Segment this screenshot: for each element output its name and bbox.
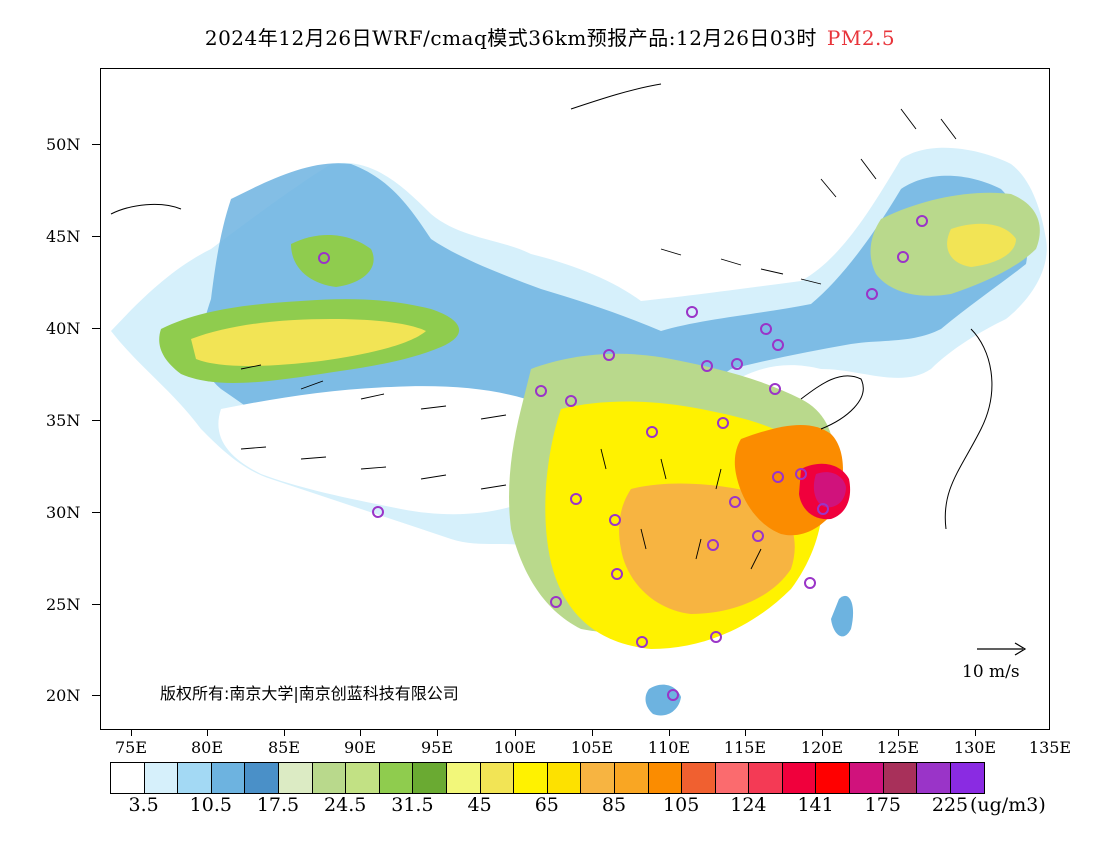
- legend-tick-label: 141: [797, 794, 834, 816]
- legend-swatch: [480, 763, 515, 793]
- lon-label: 115E: [723, 738, 767, 757]
- lon-label: 105E: [570, 738, 614, 757]
- lat-label: 45N: [46, 227, 81, 246]
- legend-swatch: [715, 763, 750, 793]
- lat-label: 25N: [46, 595, 81, 614]
- legend-tick-label: 124: [730, 794, 767, 816]
- concentration-region: [813, 472, 846, 508]
- legend-swatch: [245, 763, 279, 793]
- legend-swatch: [446, 763, 481, 793]
- lat-label: 35N: [46, 411, 81, 430]
- legend-swatch: [648, 763, 683, 793]
- legend-tick-label: 31.5: [391, 794, 434, 816]
- coastline: [944, 328, 993, 530]
- legend-tick-label: 105: [663, 794, 700, 816]
- title-text: 2024年12月26日WRF/cmaq模式36km预报产品:12月26日03时: [204, 26, 817, 50]
- pollutant-label: PM2.5: [826, 26, 896, 50]
- lon-label: 90E: [343, 738, 377, 757]
- map-title: 2024年12月26日WRF/cmaq模式36km预报产品:12月26日03时 P…: [0, 22, 1100, 51]
- map-area[interactable]: [100, 68, 1050, 730]
- legend-swatch: [917, 763, 951, 793]
- legend-swatch: [346, 763, 380, 793]
- wind-scale-label: 10 m/s: [962, 662, 1020, 682]
- color-legend-bar: [110, 762, 986, 794]
- legend-swatch: [178, 763, 212, 793]
- concentration-region: [619, 483, 795, 614]
- legend-swatch: [782, 763, 817, 793]
- legend-swatch: [883, 763, 918, 793]
- concentration-region: [645, 684, 681, 716]
- legend-swatch: [850, 763, 884, 793]
- site-markers: [318, 215, 928, 701]
- wind-vectors: [240, 108, 957, 570]
- legend-swatch: [749, 763, 783, 793]
- concentration-region: [218, 386, 552, 515]
- legend-swatch: [514, 763, 548, 793]
- legend-tick-label: 3.5: [128, 794, 159, 816]
- lat-label: 20N: [46, 686, 81, 705]
- legend-swatch: [816, 763, 851, 793]
- lat-label: 40N: [46, 319, 81, 338]
- legend-tick-label: 85: [601, 794, 627, 816]
- legend-swatch: [312, 763, 347, 793]
- lat-label: 30N: [46, 503, 81, 522]
- legend-tick-label: 175: [864, 794, 901, 816]
- legend-tick-label: 17.5: [256, 794, 300, 816]
- unit-label: (ug/m3): [970, 794, 1046, 816]
- concentration-region: [291, 234, 374, 287]
- legend-swatch: [682, 763, 716, 793]
- concentration-region: [191, 319, 426, 366]
- coastline: [110, 204, 182, 215]
- legend-swatch: [413, 763, 447, 793]
- legend-swatch: [278, 763, 313, 793]
- concentration-region: [831, 595, 854, 637]
- concentration-region: [947, 223, 1016, 267]
- lon-label: 75E: [114, 738, 148, 757]
- legend-swatch: [144, 763, 179, 793]
- coastline: [800, 375, 864, 430]
- legend-swatch: [614, 763, 649, 793]
- lon-label: 110E: [647, 738, 691, 757]
- lon-label: 120E: [800, 738, 844, 757]
- legend-tick-label: 225: [931, 794, 969, 816]
- legend-tick-label: 45: [467, 794, 492, 816]
- coastline: [570, 83, 662, 110]
- lon-label: 130E: [953, 738, 997, 757]
- lon-label: 95E: [420, 738, 454, 757]
- legend-tick-label: 65: [534, 794, 559, 816]
- legend-swatch: [111, 763, 145, 793]
- legend-swatch: [211, 763, 246, 793]
- lon-label: 100E: [493, 738, 537, 757]
- copyright-text: 版权所有:南京大学|南京创蓝科技有限公司: [160, 684, 459, 703]
- lon-label: 85E: [267, 738, 301, 757]
- lon-label: 80E: [190, 738, 224, 757]
- lat-label: 50N: [46, 135, 81, 154]
- lon-label: 125E: [876, 738, 920, 757]
- legend-tick-label: 24.5: [324, 794, 367, 816]
- lon-label: 135E: [1028, 738, 1072, 757]
- legend-swatch: [547, 763, 582, 793]
- pm25-map: [110, 83, 1047, 716]
- legend-tick-label: 10.5: [189, 794, 232, 816]
- wind-scale-arrow: [977, 642, 1027, 656]
- legend-swatch: [581, 763, 615, 793]
- legend-swatch: [379, 763, 414, 793]
- legend-swatch: [950, 763, 985, 793]
